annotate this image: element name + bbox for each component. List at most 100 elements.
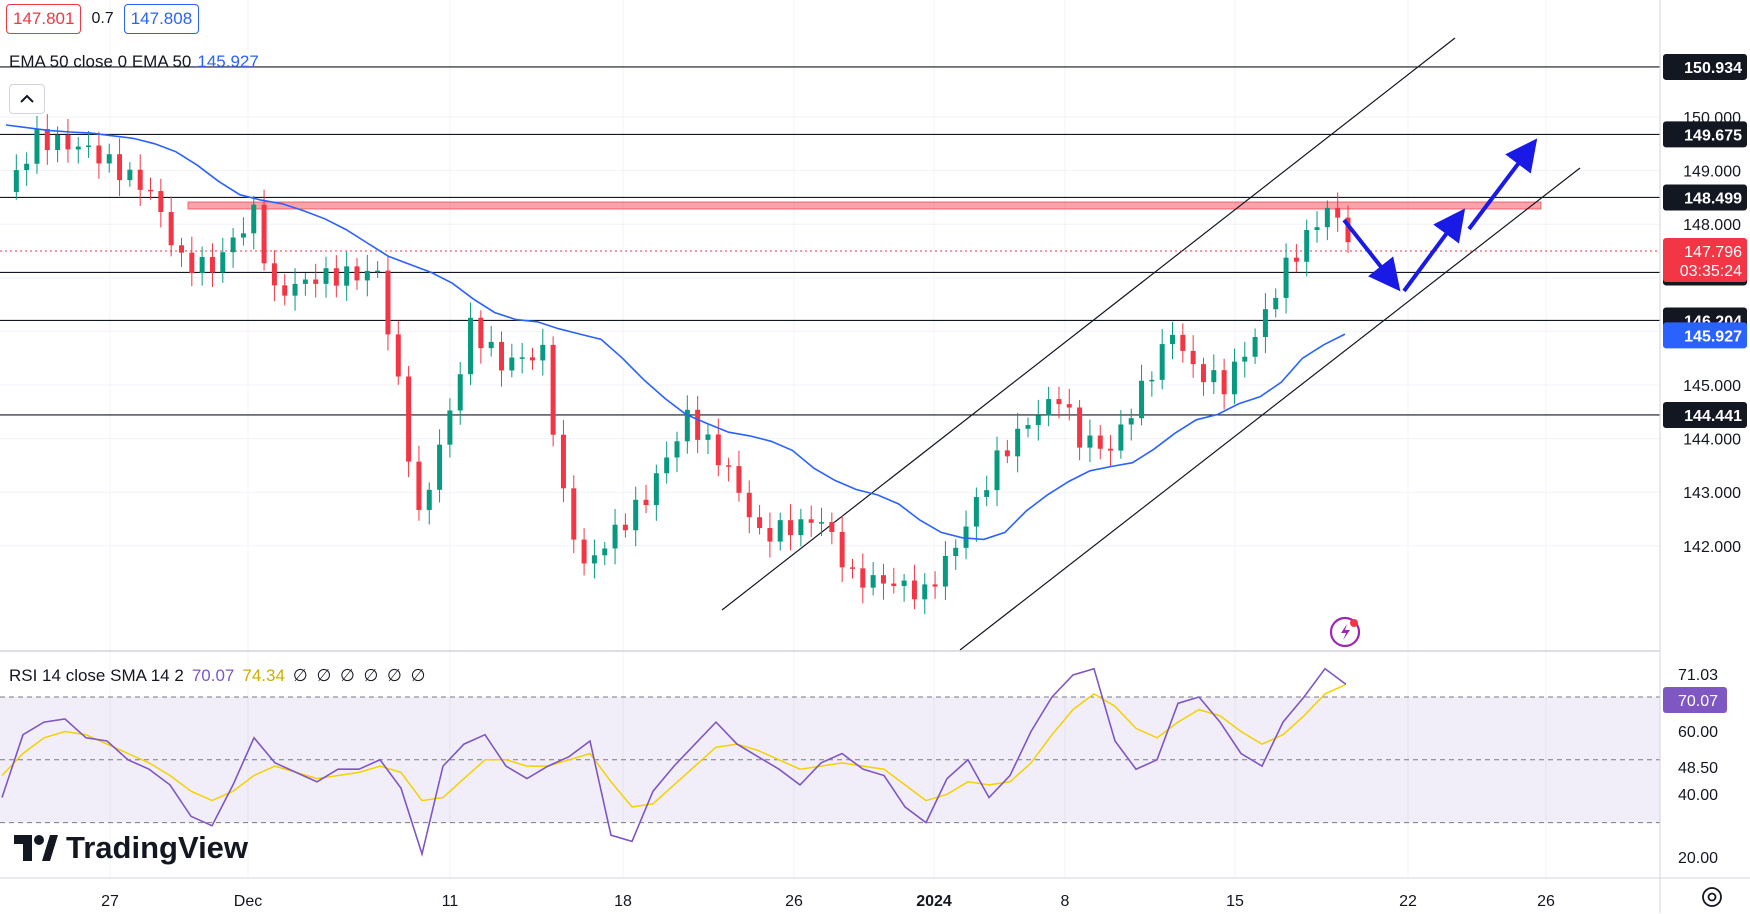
rsi-tick-label: 40.00 <box>1678 787 1718 804</box>
time-axis[interactable]: 27 Dec 11 18 26 2024 8 15 22 26 <box>101 893 1555 910</box>
replay-icon[interactable] <box>1329 616 1361 648</box>
candle-body <box>1056 399 1062 405</box>
time-tick-label: 8 <box>1061 893 1070 910</box>
ema-legend-label: EMA 50 close 0 EMA 50 <box>9 52 192 71</box>
countdown-label: 03:35:24 <box>1680 263 1742 280</box>
candle-body <box>1314 227 1320 230</box>
candle-body <box>653 473 659 506</box>
candle-body <box>664 457 670 474</box>
trend-channel <box>721 37 1581 651</box>
candle-body <box>684 409 690 442</box>
candle-body <box>168 212 174 246</box>
candlesticks <box>13 114 1351 615</box>
candle-body <box>1252 337 1258 357</box>
quote-toolbar: 147.801 0.7 147.808 <box>6 4 200 34</box>
candle-body <box>746 492 752 518</box>
candle-body <box>911 580 917 600</box>
ema-legend-value: 145.927 <box>197 52 259 71</box>
rsi-legend[interactable]: RSI 14 close SMA 14 2 70.07 74.34 ∅ ∅ ∅ ∅ ∅… <box>9 666 427 686</box>
candle-body <box>1046 399 1052 416</box>
rsi-tick-label: 20.00 <box>1678 850 1718 867</box>
ema-legend[interactable]: EMA 50 close 0 EMA 50 145.927 <box>9 52 259 72</box>
candle-body <box>726 465 732 467</box>
candle-body <box>560 434 566 489</box>
candle-body <box>1335 207 1341 218</box>
candle-body <box>230 237 236 253</box>
candle-body <box>1170 334 1176 345</box>
candle-body <box>973 496 979 527</box>
candle-body <box>354 266 360 281</box>
rsi-legend-value: 70.07 <box>191 666 235 685</box>
candle-body <box>612 524 618 549</box>
candle-body <box>984 490 990 497</box>
time-tick-label: 27 <box>101 893 119 910</box>
candle-body <box>55 134 61 151</box>
candle-body <box>96 145 102 164</box>
price-tick-label: 145.000 <box>1683 378 1741 395</box>
candle-body <box>1324 207 1330 228</box>
candle-body <box>240 233 246 238</box>
candle-body <box>137 169 143 190</box>
candle-body <box>705 434 711 440</box>
candle-body <box>901 580 907 586</box>
level-label-bg <box>1663 53 1747 80</box>
candle-body <box>148 189 154 192</box>
candle-body <box>891 583 897 586</box>
channel-lower-line <box>959 167 1581 651</box>
candle-body <box>922 584 928 600</box>
candle-body <box>1242 356 1248 362</box>
projection-arrow-1 <box>1342 218 1401 292</box>
candle-body <box>942 555 948 587</box>
candle-body <box>1293 257 1299 262</box>
candle-body <box>1345 217 1351 243</box>
candle-body <box>1097 435 1103 449</box>
time-tick-label: Dec <box>234 893 262 910</box>
level-label: 148.499 <box>1684 190 1742 207</box>
rsi-axis[interactable]: 71.03 70.07 60.00 48.50 40.00 20.00 <box>1663 667 1727 867</box>
buy-price-button[interactable]: 147.808 <box>123 4 200 34</box>
candle-body <box>499 341 505 371</box>
candle-body <box>581 539 587 564</box>
candle-body <box>75 146 81 150</box>
candle-body <box>447 410 453 445</box>
rsi-line <box>1 667 1347 857</box>
candle-body <box>860 568 866 588</box>
rsi-value-label: 70.07 <box>1678 693 1718 710</box>
candle-body <box>302 279 308 284</box>
candle-body <box>24 163 30 171</box>
candle-body <box>261 204 267 264</box>
candle-body <box>963 526 969 548</box>
candle-body <box>468 317 474 375</box>
candle-body <box>849 567 855 569</box>
level-label: 150.934 <box>1684 60 1742 77</box>
tradingview-logo-text: TradingView <box>66 830 249 865</box>
candle-body <box>1180 334 1186 351</box>
candle-body <box>1200 364 1206 383</box>
collapse-legend-button[interactable] <box>9 84 45 114</box>
candle-body <box>839 531 845 568</box>
candle-body <box>364 270 370 281</box>
price-axis[interactable]: 150.000149.000148.000147.000145.000144.0… <box>1663 53 1747 556</box>
candle-body <box>44 129 50 151</box>
ema-price-tag <box>1663 322 1747 349</box>
projection-arrow-2 <box>1402 208 1466 293</box>
candle-body <box>86 145 92 147</box>
candle-body <box>333 268 339 286</box>
candle-body <box>1025 425 1031 429</box>
candle-body <box>715 434 721 466</box>
tradingview-logo[interactable]: TradingView <box>14 830 248 866</box>
candle-body <box>736 466 742 493</box>
sell-price-button[interactable]: 147.801 <box>6 4 82 34</box>
candle-body <box>633 499 639 531</box>
current-price-tag <box>1663 238 1747 282</box>
candle-body <box>1077 407 1083 448</box>
price-tick-label: 143.000 <box>1683 485 1741 502</box>
chart-settings-button[interactable] <box>1700 885 1724 909</box>
candle-body <box>158 191 164 213</box>
rsi-value-tag <box>1663 687 1727 713</box>
candle-body <box>313 279 319 284</box>
chevron-up-icon <box>20 94 34 103</box>
candle-body <box>426 489 432 511</box>
level-label: 144.441 <box>1684 408 1742 425</box>
